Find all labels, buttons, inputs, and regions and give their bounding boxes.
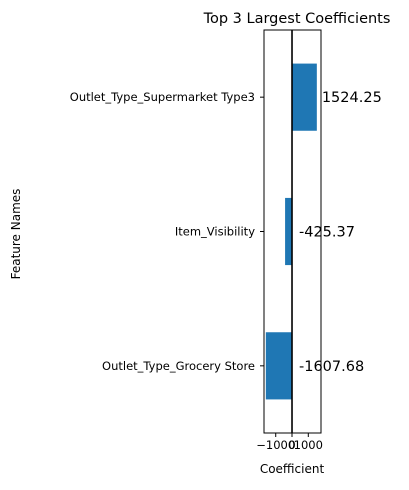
chart-title: Top 3 Largest Coefficients	[203, 11, 391, 27]
y-tick-label: Outlet_Type_Supermarket Type3	[70, 90, 255, 104]
y-axis-label: Feature Names	[9, 189, 23, 280]
bar	[285, 197, 293, 266]
plot-area: Outlet_Type_Supermarket Type3 1524.25 Item…	[70, 29, 382, 452]
data-label: 1524.25	[322, 90, 382, 106]
bar	[292, 63, 317, 131]
data-label: -425.37	[299, 225, 355, 241]
bar	[265, 332, 293, 400]
data-label: -1607.68	[299, 359, 364, 375]
y-tick-label: Item_Visibility	[175, 225, 255, 239]
x-axis-label: Coefficient	[260, 462, 325, 476]
x-tick-label: 0	[288, 438, 295, 452]
x-tick-label: −1000	[256, 438, 295, 452]
x-tick-label: 1000	[294, 438, 323, 452]
y-tick-label: Outlet_Type_Grocery Store	[102, 359, 255, 373]
